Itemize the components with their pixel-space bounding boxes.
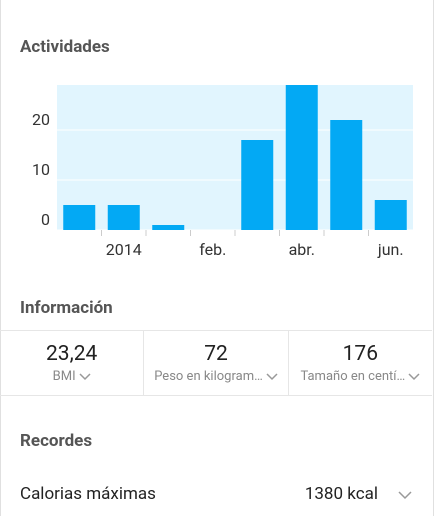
- chevron: [79, 373, 91, 380]
- y-tick-label: 20: [32, 110, 50, 129]
- record-row[interactable]: Calorias máximas 1380 kcal: [20, 484, 416, 504]
- chevron: [408, 373, 420, 380]
- x-tick-label: feb.: [199, 240, 226, 259]
- y-tick-label: 0: [41, 210, 50, 229]
- section-title: Recordes: [20, 431, 93, 451]
- info-label: Tamaño en centí…: [300, 369, 406, 384]
- bar: [63, 205, 96, 230]
- info-cell[interactable]: 23,24 BMI: [0, 331, 143, 395]
- info-label: Peso en kilogram…: [154, 369, 263, 384]
- bar: [241, 140, 274, 230]
- record-label: Calorias máximas: [20, 484, 156, 504]
- info-value: 72: [204, 342, 228, 366]
- bar: [152, 225, 185, 230]
- x-tick-label: jun.: [377, 240, 404, 259]
- chart: 0 10 20 2014 feb. abr. jun.: [32, 85, 413, 259]
- record-value: 1380 kcal: [304, 484, 378, 504]
- info-cell[interactable]: 176 Tamaño en centí…: [287, 331, 432, 395]
- y-tick-label: 10: [32, 160, 50, 179]
- info-value: 23,24: [45, 342, 98, 366]
- section-title: Información: [20, 298, 113, 318]
- info-row: 23,24 BMI 72 Peso en kilogram… 176 Tamaño e…: [0, 330, 432, 396]
- info-label: BMI: [52, 369, 76, 384]
- info-value: 176: [342, 342, 379, 366]
- info-cell[interactable]: 72 Peso en kilogram…: [143, 331, 287, 395]
- bar: [330, 120, 363, 230]
- x-tick-label: abr.: [289, 240, 315, 259]
- x-tick-label: 2014: [106, 240, 142, 259]
- bar: [285, 85, 318, 230]
- chevron: [398, 491, 412, 500]
- chevron: [266, 373, 278, 380]
- bar: [107, 205, 140, 230]
- section-title: Actividades: [20, 37, 110, 57]
- bar: [374, 200, 407, 230]
